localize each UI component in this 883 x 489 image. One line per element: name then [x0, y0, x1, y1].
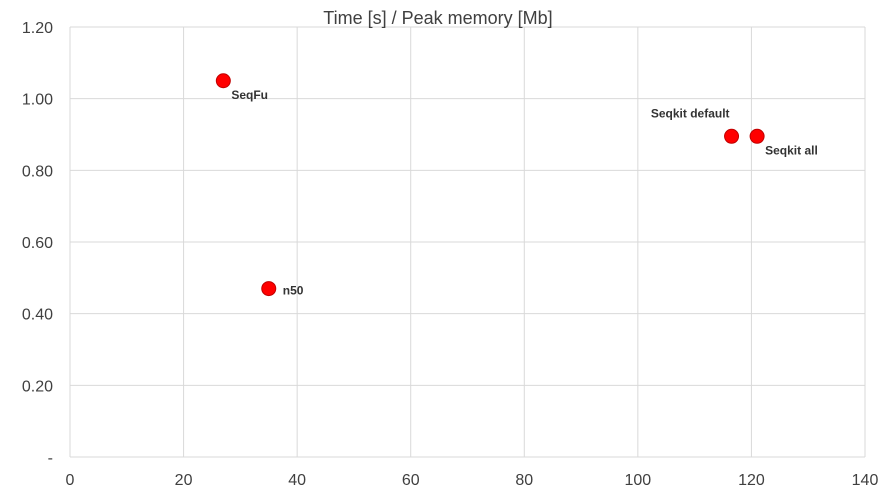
x-tick-label: 40 [288, 472, 306, 489]
x-tick-label: 0 [66, 472, 75, 489]
y-tick-label: 0.60 [22, 235, 53, 252]
data-point [749, 128, 765, 144]
y-tick-label: 0.80 [22, 163, 53, 180]
data-point-label: n50 [283, 284, 304, 298]
data-point [724, 128, 740, 144]
x-tick-label: 60 [402, 472, 420, 489]
data-points [215, 73, 765, 297]
grid-lines [69, 26, 866, 458]
data-point [261, 281, 277, 297]
y-tick-label: - [48, 450, 53, 467]
x-tick-label: 140 [852, 472, 879, 489]
data-point-label: SeqFu [231, 88, 268, 102]
y-tick-label: 1.20 [22, 20, 53, 37]
x-tick-label: 20 [175, 472, 193, 489]
y-tick-label: 1.00 [22, 92, 53, 109]
y-tick-label: 0.20 [22, 378, 53, 395]
point-labels: SeqFu n50 Seqkit default Seqkit all [231, 88, 817, 298]
x-tick-label: 120 [738, 472, 765, 489]
chart-title: Time [s] / Peak memory [Mb] [323, 8, 552, 28]
y-tick-label: 0.40 [22, 307, 53, 324]
data-point-label: Seqkit all [765, 143, 818, 157]
data-point-label: Seqkit default [651, 106, 730, 120]
x-tick-label: 100 [625, 472, 652, 489]
x-tick-label: 80 [515, 472, 533, 489]
data-point [215, 73, 231, 89]
tick-labels: 0 20 40 60 80 100 120 140 - 0.20 0.40 0.60 0.80 1.00 1… [22, 20, 879, 489]
